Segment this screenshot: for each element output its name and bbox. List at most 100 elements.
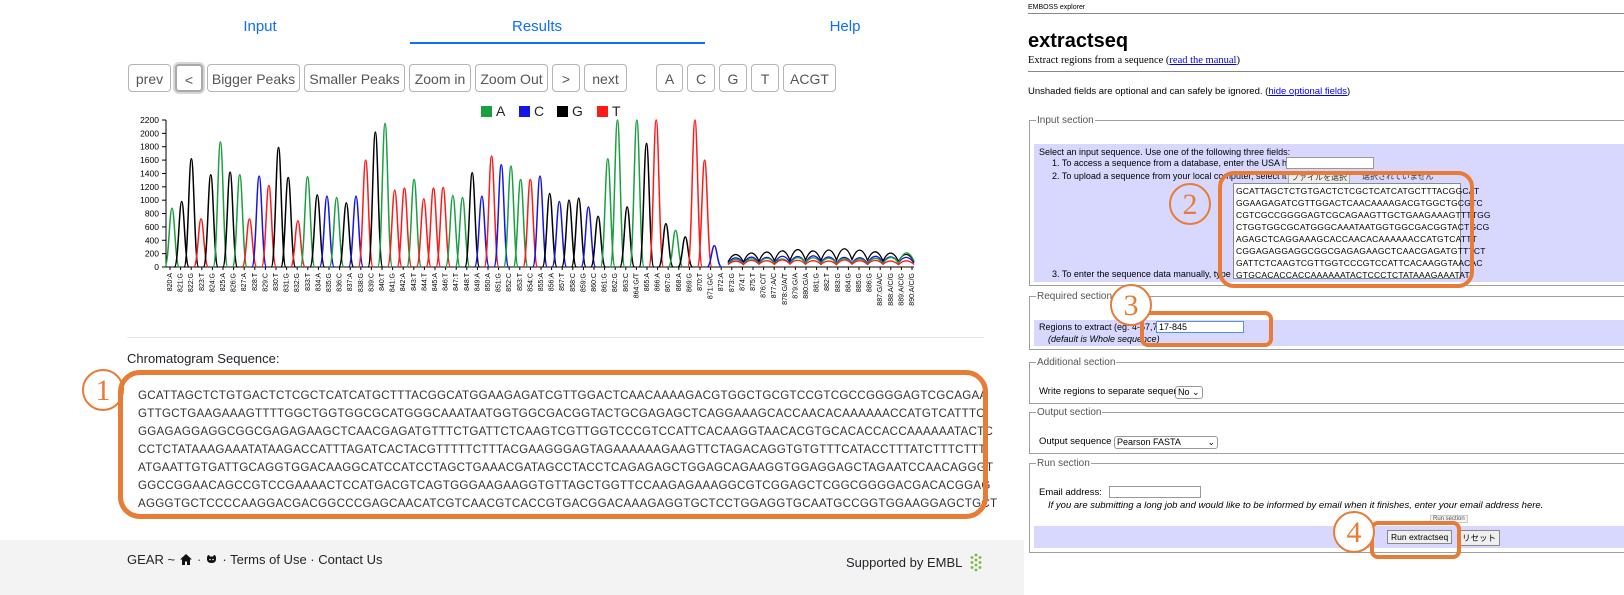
hide-optional-link[interactable]: hide optional fields (1268, 86, 1348, 97)
x-tick-label: 839:C (368, 273, 375, 292)
legend-t-label: T (612, 103, 621, 119)
tab-results[interactable]: Results (512, 18, 563, 35)
x-tick-label: 877:A/C (771, 273, 778, 298)
output-section-legend: Output section (1036, 407, 1103, 418)
x-tick-label: 858:C (570, 273, 577, 292)
email-label: Email address: (1039, 487, 1102, 498)
required-section (1029, 296, 1624, 350)
separate-select[interactable]: No ⌄ (1175, 386, 1203, 399)
peak-trace-g (570, 197, 587, 268)
noise-trace-t (727, 259, 915, 266)
annotation-number-2: 2 (1169, 183, 1211, 225)
x-tick-label: 832:G (294, 273, 301, 292)
base-c-button[interactable]: C (687, 64, 715, 92)
base-t-button[interactable]: T (751, 64, 779, 92)
peak-trace-t (696, 159, 713, 268)
x-tick-label: 844:T (421, 272, 428, 291)
tab-input[interactable]: Input (243, 18, 277, 35)
database-usa-input[interactable] (1286, 157, 1374, 169)
peak-trace-t (435, 186, 452, 268)
output-format-label: Output sequence format (1039, 436, 1141, 447)
output-format-select[interactable]: Pearson FASTA ⌄ (1114, 436, 1218, 449)
annotation-number-3: 3 (1110, 284, 1152, 326)
x-tick-label: 820:A (167, 273, 174, 292)
textarea-line: CGTCGCCGGGGAGTCGCAGAAGTTGCTGAAGAAAGTTTTG… (1236, 210, 1491, 220)
base-g-button[interactable]: G (719, 64, 747, 92)
run-button[interactable]: Run extractseq (1387, 530, 1453, 544)
gear-app: Input Results Help prev < Bigger Peaks S… (0, 18, 1024, 595)
x-tick-label: 831:G (284, 273, 291, 292)
sequence-line: GCATTAGCTCTGTGACTCTCGCTCATCATGCTTTACGGCA… (138, 389, 988, 402)
next-button[interactable]: next (584, 64, 627, 92)
sequence-line: CCTCTATAAAGAAATATAAGACCATTTAGATCACTACGTT… (138, 443, 986, 456)
y-tick-label: 800 (145, 209, 159, 219)
zoom-out-button[interactable]: Zoom Out (475, 64, 548, 92)
peak-trace-t (686, 119, 703, 268)
peak-trace-a (444, 194, 461, 268)
x-tick-label: 880:G/A (803, 273, 810, 299)
legend-g-swatch (557, 105, 568, 117)
peak-trace-c (251, 175, 268, 268)
peak-trace-g (464, 172, 481, 268)
manual-link[interactable]: read the manual (1169, 55, 1237, 66)
x-tick-label: 851:G (496, 273, 503, 292)
x-tick-label: 873:G (729, 273, 736, 292)
peak-trace-a (628, 119, 645, 268)
x-tick-label: 870:T (697, 272, 704, 291)
x-tick-label: 862:G (612, 273, 619, 292)
run-section-legend: Run section (1036, 458, 1091, 469)
home-icon[interactable] (179, 553, 193, 566)
x-tick-label: 884:G (845, 273, 852, 292)
legend-t-swatch (597, 105, 608, 117)
regions-input[interactable]: 17-845 (1156, 321, 1244, 333)
step-back-button[interactable]: < (175, 64, 203, 92)
y-tick-label: 1000 (140, 195, 159, 205)
x-tick-label: 886:G (867, 273, 874, 292)
sequence-line: AGGGTGCTCCCCAAGGACGACGGCCCGAGCAACATCGTCA… (138, 497, 998, 510)
footer-links[interactable]: · Terms of Use · Contact Us (222, 552, 383, 567)
textarea-line: GATTCTCAAGTCGTTGGTCCCGTCCATTCACAAGGTAACA… (1236, 258, 1483, 268)
peak-trace-a (299, 176, 316, 268)
x-tick-label: 863:C (623, 273, 630, 292)
x-tick-label: 826:G (231, 273, 238, 292)
reset-button[interactable]: リセット (1458, 530, 1501, 546)
annotation-box-4 (1370, 521, 1461, 559)
email-input[interactable] (1109, 486, 1201, 498)
smaller-peaks-button[interactable]: Smaller Peaks (304, 64, 405, 92)
x-tick-label: 887:G/A/C (877, 273, 884, 306)
annotation-box-2 (1218, 171, 1474, 288)
x-tick-label: 834:A (315, 273, 322, 292)
database-usa-label: 1. To access a sequence from a database,… (1052, 158, 1303, 168)
github-icon[interactable] (205, 554, 218, 566)
x-tick-label: 853:T (517, 272, 524, 291)
prev-button[interactable]: prev (128, 64, 171, 92)
legend-g-label: G (572, 103, 583, 119)
peak-trace-c (493, 164, 510, 268)
x-tick-label: 843:T (411, 272, 418, 291)
y-tick-label: 2200 (140, 116, 159, 125)
tab-help[interactable]: Help (829, 18, 861, 35)
x-tick-label: 881:G (814, 273, 821, 292)
x-tick-label: 885:G (856, 273, 863, 292)
base-acgt-button[interactable]: ACGT (783, 64, 836, 92)
zoom-in-button[interactable]: Zoom in (409, 64, 471, 92)
optional-note: Unshaded fields are optional and can saf… (1028, 86, 1351, 97)
legend-c-label: C (534, 103, 545, 119)
peak-trace-c (531, 175, 549, 268)
base-a-button[interactable]: A (656, 64, 683, 92)
sequence-textarea[interactable] (1233, 183, 1461, 279)
peak-trace-a (667, 229, 684, 268)
x-tick-label: 869:G (686, 273, 693, 292)
step-forward-button[interactable]: > (552, 64, 580, 92)
upload-label: 2. To upload a sequence from your local … (1052, 171, 1310, 181)
title-rule (1028, 71, 1624, 72)
bigger-peaks-button[interactable]: Bigger Peaks (207, 64, 300, 92)
x-tick-label: 879:G/A (792, 273, 799, 299)
x-tick-label: 864:G/T (633, 272, 640, 298)
y-tick-label: 2000 (140, 128, 159, 138)
peak-trace-t (425, 187, 442, 268)
sequence-line: GTTGCTGAAGAAAGTTTTGGCTGGTGGCGCATGGGCAAAT… (138, 407, 985, 420)
peak-trace-c (580, 206, 597, 268)
peak-trace-c (706, 244, 722, 268)
peak-trace-g (280, 176, 297, 268)
